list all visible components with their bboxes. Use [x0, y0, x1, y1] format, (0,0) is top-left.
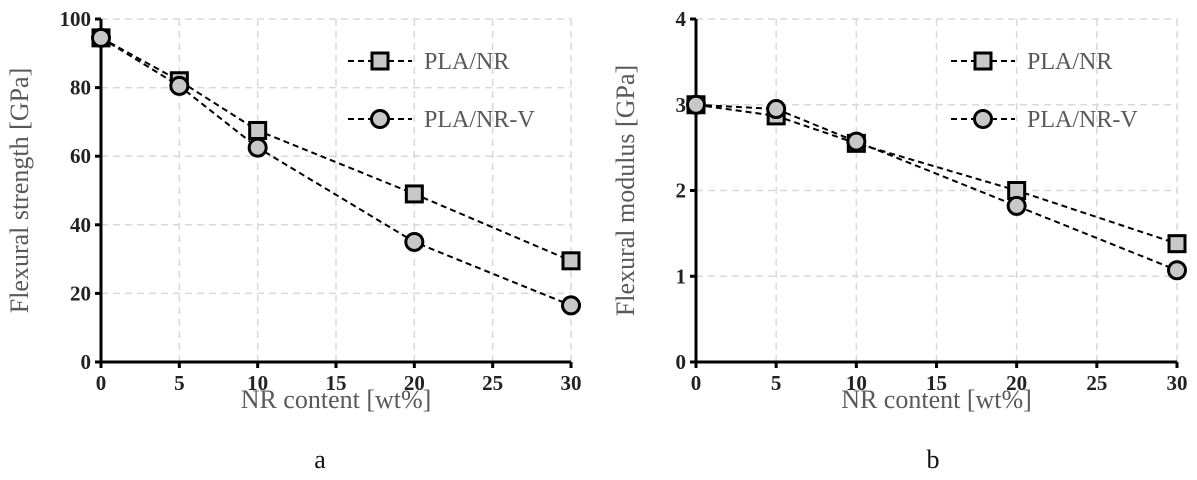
legend-item: PLA/NR	[951, 49, 1112, 75]
y-tick-label: 1	[676, 264, 687, 288]
chart-panel-b: 0 1 2 3 4 0 5 10 15 20 25 30 NR content [wt%] Flexura…	[611, 7, 1188, 474]
data-point-circle	[404, 231, 425, 252]
x-tick-label: 15	[326, 371, 347, 395]
data-point-circle	[846, 131, 867, 152]
y-tick-label: 60	[70, 144, 91, 168]
data-point-square	[1167, 234, 1187, 254]
y-tick-label: 0	[676, 350, 687, 374]
legend-item: PLA/NR	[348, 49, 509, 75]
data-point-circle	[91, 27, 111, 48]
series-line-circle	[695, 103, 1178, 272]
legend-marker-square	[370, 51, 390, 71]
data-point-square	[248, 120, 268, 140]
x-tick-label: 25	[1086, 371, 1107, 395]
data-point-circle	[1167, 260, 1187, 281]
x-tick-label: 25	[482, 371, 503, 395]
x-tick-label: 15	[926, 371, 947, 395]
y-tick-label: 100	[60, 7, 92, 31]
legend-label: PLA/NR	[424, 49, 509, 75]
y-tick-label: 40	[70, 213, 91, 237]
data-point-square	[561, 251, 581, 271]
panel-label: b	[927, 445, 940, 474]
chart-panel-a: 0 20 40 60 80 100 0 5 10 15 20 25 30 NR content [wt%]…	[5, 7, 582, 474]
legend-marker-circle	[370, 109, 390, 129]
x-axis-title: NR content [wt%]	[841, 385, 1032, 414]
y-tick-label: 0	[81, 350, 92, 374]
x-tick-label: 10	[247, 371, 268, 395]
x-tick-label: 5	[174, 371, 185, 395]
x-tick-label: 0	[691, 371, 702, 395]
x-tick-label: 10	[846, 371, 867, 395]
y-tick-label: 3	[676, 93, 687, 117]
x-tick-label: 5	[771, 371, 782, 395]
x-tick-label: 0	[96, 371, 107, 395]
data-point-circle	[169, 75, 190, 96]
x-tick-label: 20	[404, 371, 425, 395]
y-axis-title: Flexural modulus [GPa]	[611, 65, 640, 316]
legend-label: PLA/NR-V	[1027, 107, 1138, 133]
legend-label: PLA/NR-V	[424, 107, 535, 133]
data-point-circle	[1006, 195, 1027, 216]
x-tick-label: 30	[561, 371, 582, 395]
data-point-circle	[766, 99, 787, 120]
panel-label: a	[314, 445, 326, 474]
x-tick-label: 20	[1006, 371, 1027, 395]
legend-marker-square	[973, 51, 993, 71]
data-point-circle	[561, 295, 581, 316]
y-tick-label: 4	[676, 7, 687, 31]
legend-item: PLA/NR-V	[951, 107, 1138, 133]
data-point-circle	[686, 94, 706, 115]
x-axis-title: NR content [wt%]	[241, 385, 432, 414]
legend-item: PLA/NR-V	[348, 107, 535, 133]
data-point-circle	[247, 137, 268, 158]
y-tick-label: 80	[70, 76, 91, 100]
legend-marker-circle	[973, 109, 993, 129]
x-tick-label: 30	[1167, 371, 1188, 395]
data-point-square	[404, 184, 424, 204]
y-axis-title: Flexural strength [GPa]	[5, 68, 34, 314]
y-tick-label: 20	[70, 281, 91, 305]
y-tick-label: 2	[676, 179, 687, 203]
legend-label: PLA/NR	[1027, 49, 1112, 75]
